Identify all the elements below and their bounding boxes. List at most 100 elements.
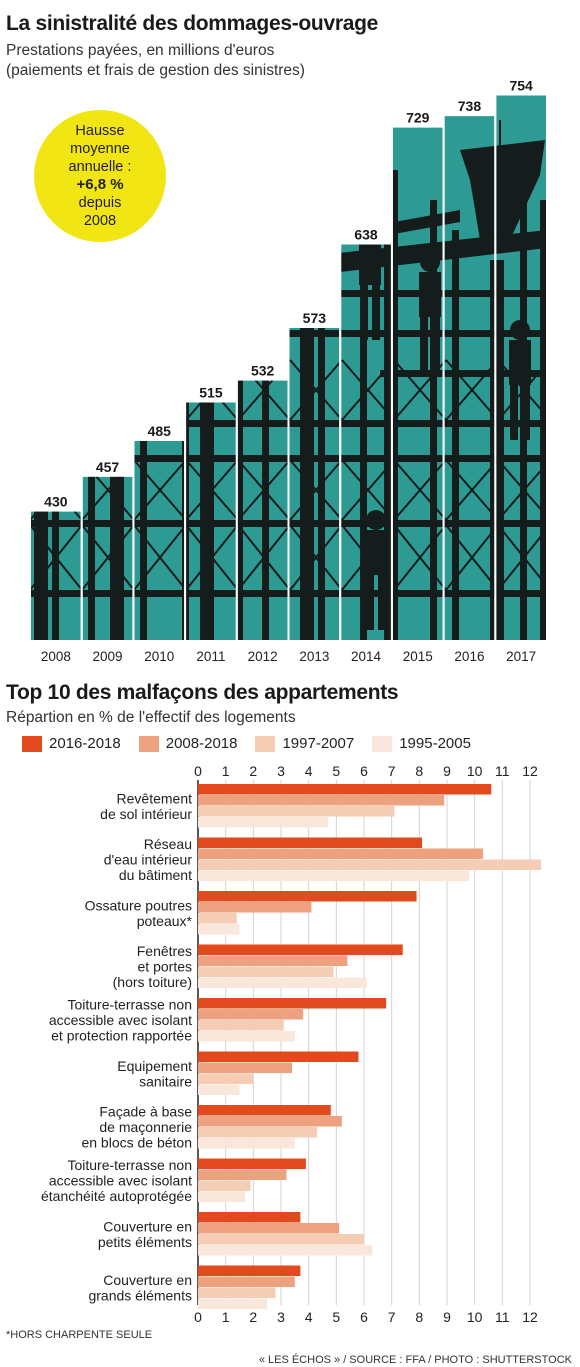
category-label: Revêtement <box>117 790 193 806</box>
bar-value-label: 573 <box>303 310 327 326</box>
category-label: en blocs de béton <box>81 1135 192 1151</box>
legend-label: 1997-2007 <box>282 735 355 752</box>
bar-2016-2018 <box>198 944 403 955</box>
bar-1995-2005 <box>198 1084 240 1095</box>
category-label: sanitaire <box>139 1073 192 1089</box>
category-label: et protection rapportée <box>51 1028 192 1044</box>
badge-line3: annuelle : <box>68 159 132 175</box>
badge-line2: moyenne <box>70 141 130 157</box>
bar-1997-2007 <box>198 1073 254 1084</box>
bar-1995-2005 <box>198 1138 295 1149</box>
bar-2008-2018 <box>198 1009 304 1020</box>
x-tick-top: 5 <box>332 763 340 779</box>
bar-1995-2005 <box>198 1031 295 1042</box>
x-tick-label: 2016 <box>454 649 484 664</box>
category-label: Façade à base <box>99 1104 192 1120</box>
legend-label: 1995-2005 <box>399 735 471 752</box>
x-tick-bottom: 10 <box>467 1309 483 1325</box>
category-label: (hors toiture) <box>113 974 192 990</box>
bar-value-label: 457 <box>96 459 120 475</box>
x-tick-top: 1 <box>222 763 230 779</box>
category-label: Ossature poutres <box>85 897 192 913</box>
badge-line4: depuis <box>78 195 122 211</box>
x-tick-top: 8 <box>415 763 423 779</box>
x-tick-bottom: 7 <box>388 1309 396 1325</box>
x-tick-top: 7 <box>388 763 396 779</box>
x-tick-bottom: 3 <box>277 1309 285 1325</box>
chart2-legend: 2016-2018 2008-2018 1997-2007 1995-2005 <box>22 735 489 752</box>
bar-2016-2018 <box>198 784 492 795</box>
bar-2008-2018 <box>198 1276 295 1287</box>
chart2-subtitle: Répartion en % de l'effectif des logemen… <box>6 709 296 726</box>
bar-2016-2018 <box>198 1158 306 1169</box>
legend-label: 2016-2018 <box>49 735 121 752</box>
category-label: Toiture-terrasse non <box>67 997 192 1013</box>
bar-2016-2018 <box>198 837 423 848</box>
bar-2008-2018 <box>198 1062 293 1073</box>
badge-value: +6,8 % <box>76 176 124 193</box>
x-tick-top: 10 <box>467 763 483 779</box>
category-label: Réseau <box>144 836 192 852</box>
bar-1997-2007 <box>198 859 542 870</box>
bar-2008-2018 <box>198 848 483 859</box>
bar-1995-2005 <box>198 977 367 988</box>
bar-2016-2018 <box>198 891 417 902</box>
bar-1995-2005 <box>198 1191 246 1202</box>
bar-value-label: 485 <box>148 423 172 439</box>
category-label: poteaux* <box>137 913 193 929</box>
x-tick-label: 2017 <box>506 649 536 664</box>
bar-2016-2018 <box>198 1105 331 1116</box>
chart2-title: Top 10 des malfaçons des appartements <box>6 681 399 704</box>
footnote: *HORS CHARPENTE SEULE <box>6 1329 153 1341</box>
x-tick-bottom: 12 <box>522 1309 538 1325</box>
x-tick-top: 6 <box>360 763 368 779</box>
category-label: grands éléments <box>88 1287 192 1303</box>
category-label: petits éléments <box>98 1234 192 1250</box>
category-label: Equipement <box>117 1058 192 1074</box>
bar-1997-2007 <box>198 1287 276 1298</box>
x-tick-top: 3 <box>277 763 285 779</box>
legend-item: 2008-2018 <box>138 735 238 752</box>
category-label: Fenêtres <box>137 943 192 959</box>
x-tick-label: 2012 <box>248 649 278 664</box>
x-tick-bottom: 5 <box>332 1309 340 1325</box>
legend-swatch <box>138 735 159 752</box>
category-label: et portes <box>138 959 192 975</box>
category-label: étanchéité autoprotégée <box>41 1188 192 1204</box>
revenue-bar-chart: 430 2008 457 2009 485 2010 515 2011 532 2012 573 20… <box>29 78 546 664</box>
category-label: d'eau intérieur <box>104 852 193 868</box>
bar-1997-2007 <box>198 966 334 977</box>
x-tick-bottom: 6 <box>360 1309 368 1325</box>
x-tick-bottom: 1 <box>222 1309 230 1325</box>
category-label: Toiture-terrasse non <box>67 1157 192 1173</box>
category-label: accessible avec isolant <box>49 1012 192 1028</box>
category-label: du bâtiment <box>119 867 192 883</box>
x-tick-bottom: 0 <box>194 1309 202 1325</box>
legend-item: 1997-2007 <box>255 735 354 752</box>
bar-2016-2018 <box>198 1051 359 1062</box>
bar-2008-2018 <box>198 1223 340 1234</box>
bar-1997-2007 <box>198 1127 317 1138</box>
bar-2008-2018 <box>198 795 445 806</box>
badge-line5: 2008 <box>83 213 117 229</box>
bar-2016-2018 <box>198 1265 301 1276</box>
legend-label: 2008-2018 <box>165 735 238 752</box>
x-tick-label: 2015 <box>403 649 433 664</box>
category-label: de sol intérieur <box>100 806 192 822</box>
bar-value-label: 738 <box>458 98 482 114</box>
x-tick-label: 2009 <box>93 649 123 664</box>
x-tick-bottom: 2 <box>249 1309 257 1325</box>
x-tick-bottom: 4 <box>305 1309 313 1325</box>
x-tick-bottom: 11 <box>495 1309 510 1325</box>
x-tick-top: 11 <box>495 763 510 779</box>
category-label: accessible avec isolant <box>49 1173 192 1189</box>
growth-badge: Hausse moyenne annuelle : +6,8 % depuis … <box>34 110 166 242</box>
source-credit: « LES ÉCHOS » / SOURCE : FFA / PHOTO : S… <box>258 1354 572 1366</box>
chart1-subtitle-line2: (paiements et frais de gestion des sinis… <box>6 62 305 79</box>
legend-item: 2016-2018 <box>22 735 121 752</box>
bar-1995-2005 <box>198 870 470 881</box>
legend-swatch <box>372 735 393 752</box>
x-tick-bottom: 9 <box>443 1309 451 1325</box>
bar-1997-2007 <box>198 1020 284 1031</box>
bar-2008-2018 <box>198 1169 287 1180</box>
